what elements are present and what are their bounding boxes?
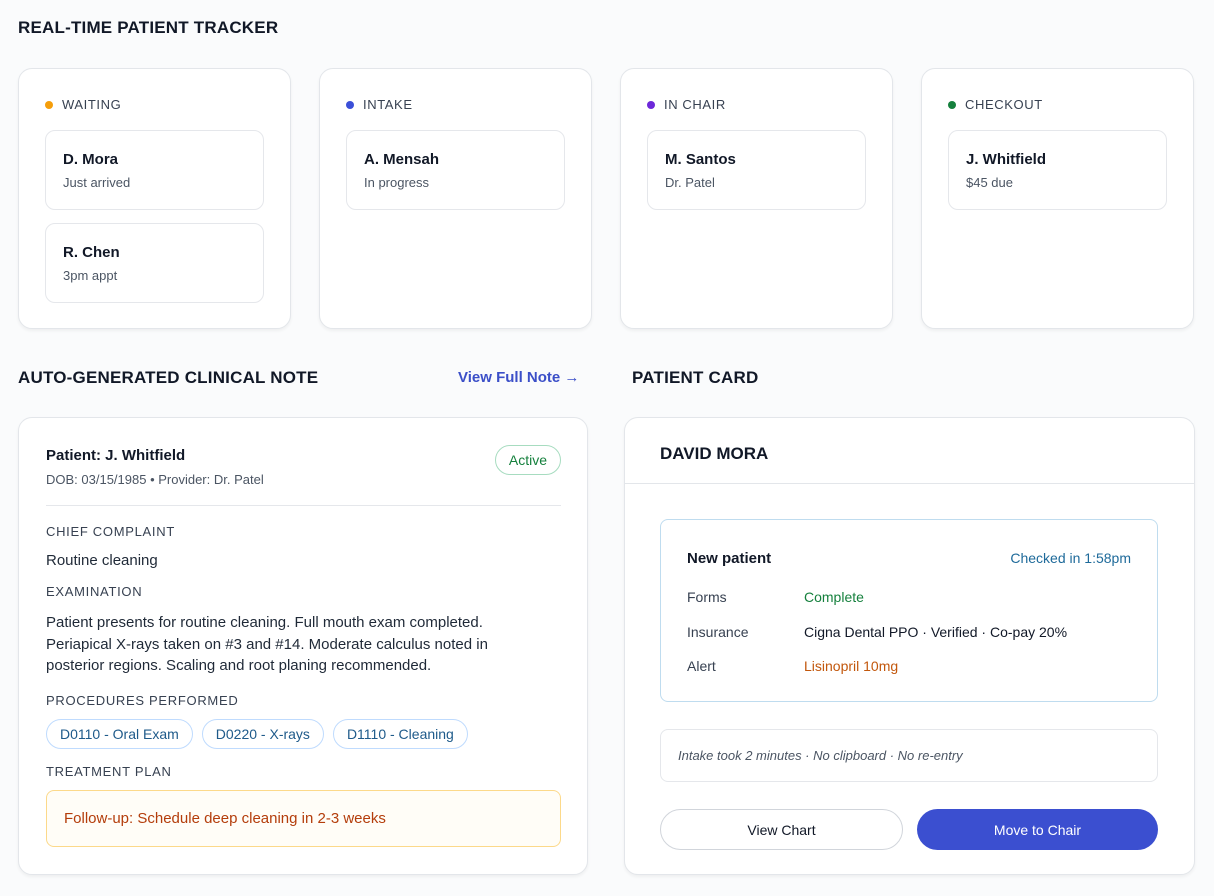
- section-text: Routine cleaning: [46, 552, 158, 569]
- column-card: WAITING D. Mora Just arrived R. Chen 3pm a…: [18, 68, 291, 329]
- status-dot: [948, 100, 956, 109]
- status-panel: New patient Checked in 1:58pm Forms Comp…: [660, 519, 1158, 702]
- status-dot: [647, 100, 655, 109]
- section-heading: CHIEF COMPLAINT: [46, 524, 175, 539]
- patient-detail: 3pm appt: [63, 268, 118, 283]
- note-title: AUTO-GENERATED CLINICAL NOTE: [18, 368, 319, 387]
- patient-name: D. Mora: [63, 151, 119, 168]
- patient-chip[interactable]: A. Mensah In progress: [346, 130, 565, 210]
- divider: [46, 505, 561, 506]
- patient-card-title: PATIENT CARD: [632, 368, 759, 387]
- procedure-chip: D1110 - Cleaning: [332, 719, 468, 749]
- row-label: Forms: [687, 589, 727, 605]
- column-header: WAITING: [45, 97, 121, 112]
- procedure-chip: D0220 - X-rays: [201, 719, 324, 749]
- column-card: IN CHAIR M. Santos Dr. Patel: [620, 68, 893, 329]
- section-heading: TREATMENT PLAN: [46, 764, 172, 779]
- status-badge: Active: [494, 445, 561, 475]
- row-value: Cigna Dental PPO · Verified · Co-pay 20%: [804, 624, 1068, 640]
- note-meta: DOB: 03/15/1985 • Provider: Dr. Patel: [46, 472, 264, 487]
- patient-status: New patient: [687, 550, 772, 567]
- section-heading: PROCEDURES PERFORMED: [46, 693, 239, 708]
- section-text: Patient presents for routine cleaning. F…: [46, 614, 488, 674]
- row-value: Complete: [804, 589, 864, 605]
- patient-chip[interactable]: R. Chen 3pm appt: [45, 223, 264, 303]
- patient-detail: In progress: [364, 175, 430, 190]
- column-label: IN CHAIR: [664, 97, 726, 112]
- note-card: Patient: J. Whitfield DOB: 03/15/1985 • …: [18, 417, 588, 875]
- patient-name: R. Chen: [63, 244, 120, 261]
- move-to-chair-button[interactable]: Move to Chair: [917, 809, 1158, 850]
- row-label: Alert: [687, 658, 716, 674]
- patient-name: DAVID MORA: [660, 444, 769, 463]
- column-header: INTAKE: [346, 97, 413, 112]
- row-value: Lisinopril 10mg: [804, 658, 899, 674]
- tracker-title: REAL-TIME PATIENT TRACKER: [18, 18, 279, 37]
- check-in-time: Checked in 1:58pm: [1010, 550, 1131, 566]
- patient-name: A. Mensah: [364, 151, 440, 168]
- patient-detail: Dr. Patel: [665, 175, 715, 190]
- view-chart-button[interactable]: View Chart: [660, 809, 903, 850]
- column-card: CHECKOUT J. Whitfield $45 due: [921, 68, 1194, 329]
- patient-card: DAVID MORA New patient Checked in 1:58pm…: [624, 417, 1195, 875]
- column-label: CHECKOUT: [965, 97, 1043, 112]
- column-card: INTAKE A. Mensah In progress: [319, 68, 592, 329]
- patient-name: J. Whitfield: [966, 151, 1046, 168]
- procedure-list: D0110 - Oral Exam D0220 - X-rays D1110 - C…: [46, 719, 477, 749]
- view-full-note-link[interactable]: View Full Note →: [458, 369, 580, 386]
- column-label: INTAKE: [363, 97, 413, 112]
- intake-note: Intake took 2 minutes · No clipboard · N…: [660, 729, 1158, 782]
- divider: [625, 483, 1194, 484]
- patient-chip[interactable]: D. Mora Just arrived: [45, 130, 264, 210]
- patient-chip[interactable]: J. Whitfield $45 due: [948, 130, 1167, 210]
- plan-box: Follow-up: Schedule deep cleaning in 2-3…: [46, 790, 561, 847]
- status-dot: [45, 100, 53, 109]
- column-label: WAITING: [62, 97, 122, 112]
- patient-chip[interactable]: M. Santos Dr. Patel: [647, 130, 866, 210]
- row-label: Insurance: [687, 624, 749, 640]
- column-header: IN CHAIR: [647, 97, 726, 112]
- procedure-chip: D0110 - Oral Exam: [46, 719, 193, 749]
- status-dot: [346, 100, 354, 109]
- patient-name: M. Santos: [665, 151, 736, 168]
- note-patient: Patient: J. Whitfield: [46, 447, 186, 464]
- patient-detail: Just arrived: [63, 175, 131, 190]
- column-header: CHECKOUT: [948, 97, 1043, 112]
- section-heading: EXAMINATION: [46, 584, 143, 599]
- patient-detail: $45 due: [966, 175, 1013, 190]
